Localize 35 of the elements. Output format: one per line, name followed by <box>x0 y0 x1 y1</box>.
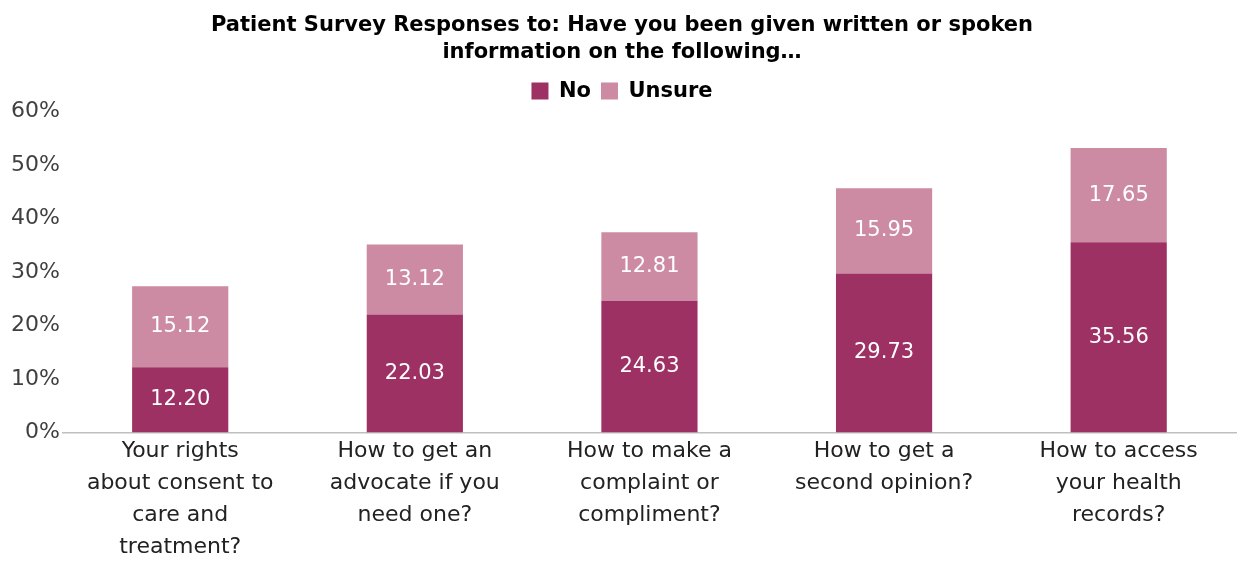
data-label: 12.20 <box>150 386 211 411</box>
legend-label: Unsure <box>628 77 713 102</box>
bar <box>1070 242 1167 433</box>
y-tick-label: 20% <box>10 311 60 337</box>
data-label: 17.65 <box>1088 181 1149 206</box>
bar <box>835 273 933 433</box>
bar <box>601 232 698 301</box>
y-tick-label: 40% <box>10 204 60 230</box>
y-tick-label: 50% <box>10 150 60 176</box>
chart-title: Patient Survey Responses to: Have you been given written or spoken information on the following… <box>211 12 1033 64</box>
x-tick-label: How to access your health records? <box>1039 437 1198 526</box>
legend-label: No <box>558 77 591 102</box>
data-label: 15.12 <box>150 313 211 338</box>
data-label: 22.03 <box>384 359 445 384</box>
y-tick-label: 60% <box>10 97 60 123</box>
y-tick-label: 0% <box>24 418 60 444</box>
data-label: 29.73 <box>854 339 915 364</box>
bar <box>835 188 933 274</box>
bar <box>132 367 229 433</box>
x-tick-label: How to make a complaint or compliment? <box>566 437 732 526</box>
data-label: 15.95 <box>854 217 915 242</box>
bar <box>366 314 463 433</box>
y-tick-label: 10% <box>10 364 60 390</box>
x-tick-label: Your rights about consent to care and treatment? <box>86 437 274 558</box>
data-label: 12.81 <box>619 252 680 277</box>
data-label: 35.56 <box>1088 323 1149 348</box>
x-tick-label: How to get a second opinion? <box>795 437 974 494</box>
data-label: 13.12 <box>384 265 445 290</box>
bar <box>1070 147 1167 243</box>
bar <box>132 286 229 368</box>
x-tick-label: How to get an advocate if you need one? <box>329 437 500 526</box>
data-label: 24.63 <box>619 353 680 378</box>
bar <box>601 300 698 433</box>
bar <box>366 244 463 315</box>
y-tick-label: 30% <box>10 257 60 283</box>
